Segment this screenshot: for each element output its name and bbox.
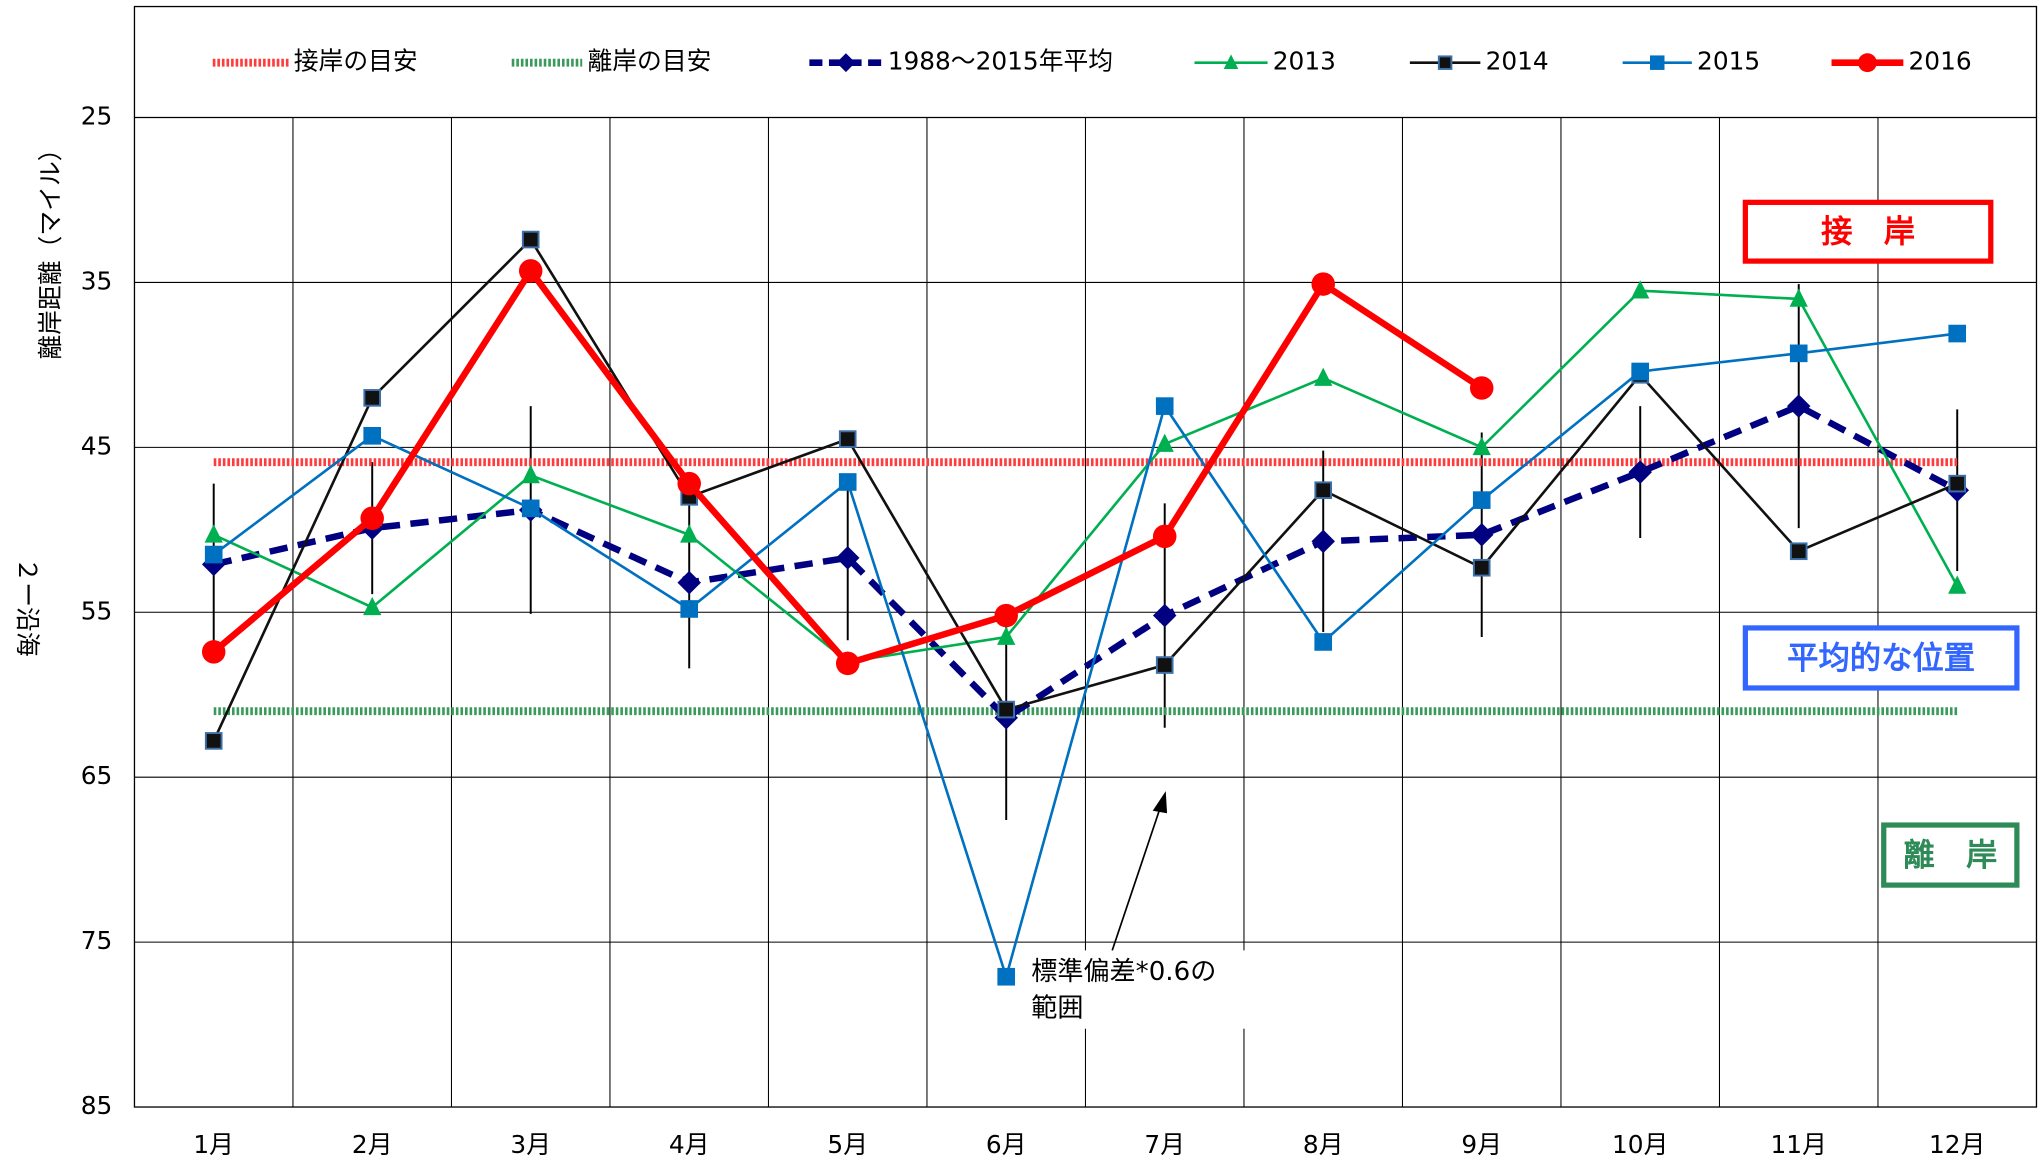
data-point xyxy=(1152,603,1177,628)
data-point xyxy=(204,732,223,750)
legend-label: 2015 xyxy=(1697,47,1760,76)
legend-label: 2013 xyxy=(1273,47,1336,76)
data-point xyxy=(680,524,699,543)
data-point xyxy=(1472,436,1491,456)
data-point xyxy=(1314,481,1333,500)
legend-label: 1988～2015年平均 xyxy=(888,47,1113,76)
data-point xyxy=(994,603,1018,628)
data-point xyxy=(1789,542,1808,561)
data-point xyxy=(997,626,1016,645)
data-point xyxy=(1469,523,1494,547)
legend-label: 接岸の目安 xyxy=(294,47,418,76)
data-point xyxy=(1311,272,1335,296)
data-point xyxy=(363,426,382,445)
y-tick-label: 65 xyxy=(81,761,113,790)
data-point xyxy=(201,640,226,664)
data-point xyxy=(680,600,699,618)
data-point xyxy=(1155,433,1174,452)
data-point xyxy=(1152,524,1177,549)
data-point xyxy=(1472,558,1491,577)
x-tick-label: 12月 xyxy=(1929,1130,1985,1159)
data-point xyxy=(363,389,382,407)
legend-marker xyxy=(1858,53,1877,73)
x-tick-label: 4月 xyxy=(669,1130,710,1159)
note-text: 標準偏差*0.6の xyxy=(1031,957,1216,987)
note-arrow xyxy=(1111,806,1162,951)
x-tick-label: 9月 xyxy=(1461,1130,1502,1159)
legend-label: 2016 xyxy=(1909,47,1972,76)
data-point xyxy=(838,473,857,491)
data-point xyxy=(363,596,382,616)
data-point xyxy=(1314,367,1333,386)
legend-label: 離岸の目安 xyxy=(587,47,711,76)
data-point xyxy=(835,546,860,570)
y-tick-label: 55 xyxy=(81,596,113,625)
annotation-text: 離 岸 xyxy=(1903,837,1997,873)
data-point xyxy=(1314,633,1333,651)
annotation-box xyxy=(1742,199,1994,264)
data-point xyxy=(1472,491,1491,509)
data-point xyxy=(360,506,384,531)
legend-label: 2014 xyxy=(1486,47,1549,76)
data-point xyxy=(204,524,223,543)
legend-marker xyxy=(1437,55,1453,70)
data-point xyxy=(997,700,1016,719)
x-tick-label: 7月 xyxy=(1144,1130,1185,1159)
y-tick-label: 85 xyxy=(81,1091,113,1120)
legend-marker xyxy=(1223,54,1239,69)
data-point xyxy=(521,230,540,249)
note-text: 範囲 xyxy=(1031,994,1083,1024)
legend-marker xyxy=(836,53,856,73)
data-point xyxy=(1155,656,1174,674)
x-tick-label: 2月 xyxy=(352,1130,393,1159)
legend-marker xyxy=(1649,55,1665,70)
x-tick-label: 1月 xyxy=(193,1130,234,1159)
x-tick-label: 5月 xyxy=(827,1130,868,1159)
data-point xyxy=(1155,397,1174,415)
annotation-box xyxy=(1881,822,2020,888)
data-point xyxy=(677,471,701,496)
note-arrowhead xyxy=(1152,791,1168,814)
y-tick-label: 25 xyxy=(81,102,113,131)
data-point xyxy=(1311,529,1335,554)
x-tick-label: 8月 xyxy=(1303,1130,1344,1159)
y-tick-label: 45 xyxy=(81,431,113,460)
data-point xyxy=(518,259,543,283)
y-axis-label: 離岸距離（マイル） xyxy=(36,136,65,359)
annotation-text: 平均的な位置 xyxy=(1787,639,1975,676)
annotation-box xyxy=(1742,625,2020,691)
data-point xyxy=(521,464,540,484)
note-background xyxy=(1026,950,1246,1029)
y-tick-label: 75 xyxy=(81,926,113,955)
data-point xyxy=(1789,344,1808,363)
x-tick-label: 6月 xyxy=(986,1130,1027,1159)
data-point xyxy=(1628,460,1652,484)
data-point xyxy=(521,499,540,518)
y-axis-label: ２ー沿海 xyxy=(13,557,42,656)
data-point xyxy=(1631,280,1650,299)
data-point xyxy=(204,545,223,564)
data-point xyxy=(1469,376,1494,400)
data-point xyxy=(1948,474,1967,493)
data-point xyxy=(997,967,1016,986)
x-tick-label: 3月 xyxy=(510,1130,551,1159)
data-point xyxy=(835,651,860,676)
data-point xyxy=(1948,324,1967,343)
x-tick-label: 10月 xyxy=(1612,1130,1668,1159)
data-point xyxy=(1631,362,1650,381)
series-line xyxy=(212,332,1958,982)
annotation-text: 接 岸 xyxy=(1821,214,1915,250)
data-point xyxy=(677,570,701,595)
y-tick-label: 35 xyxy=(81,266,113,295)
data-point xyxy=(1789,288,1808,307)
x-tick-label: 11月 xyxy=(1771,1130,1827,1159)
data-point xyxy=(838,430,857,448)
data-point xyxy=(1948,575,1967,594)
series-line xyxy=(212,402,1959,722)
